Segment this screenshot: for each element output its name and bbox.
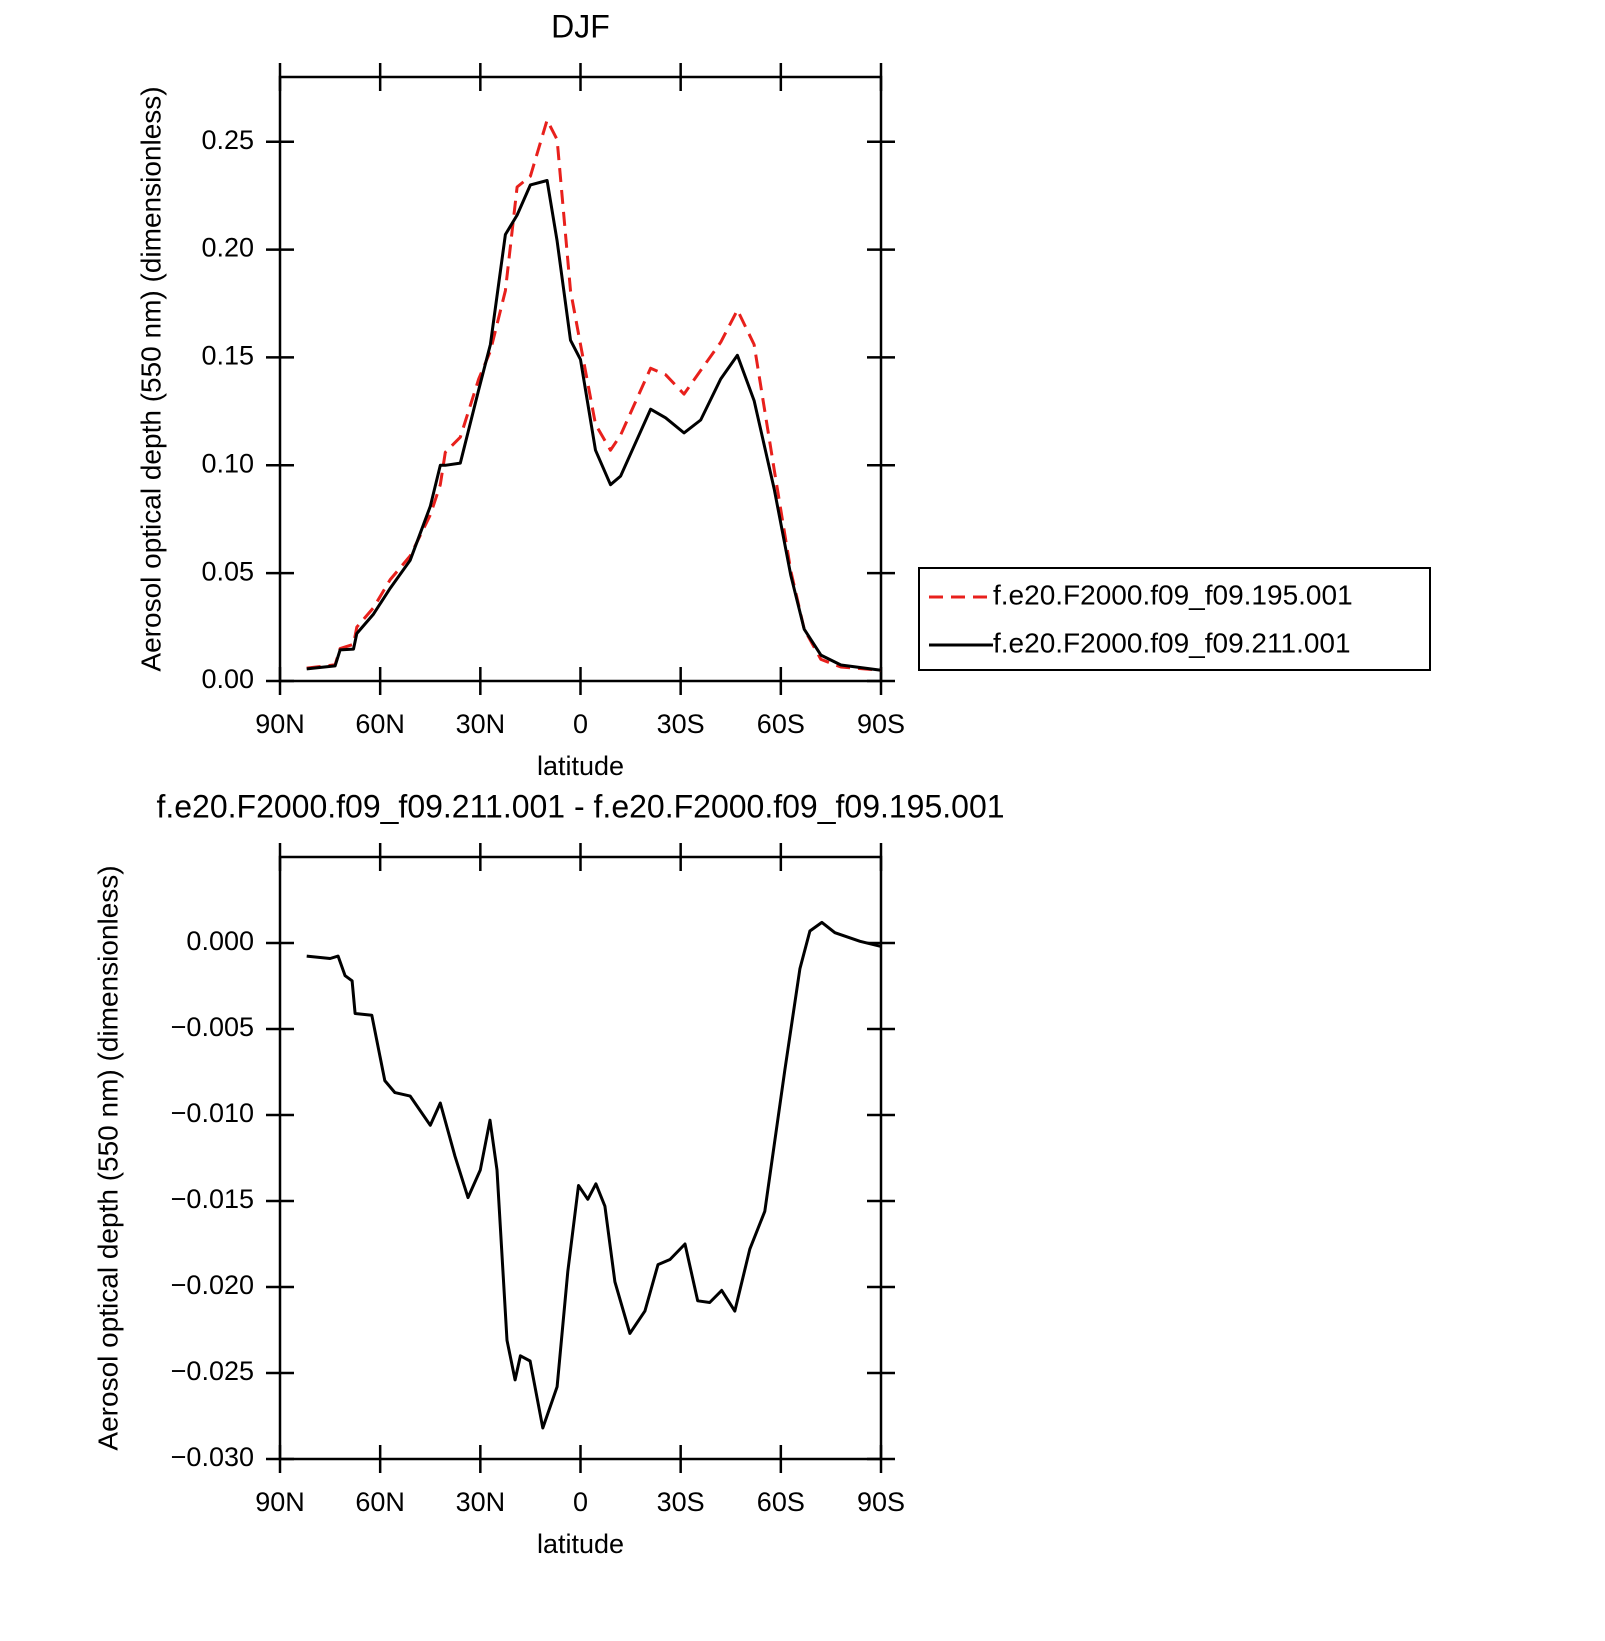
y-tick-label: 0.20 (201, 233, 254, 263)
y-tick-label: 0.00 (201, 664, 254, 694)
x-tick-label: 60N (355, 1487, 405, 1517)
x-tick-label: 0 (573, 1487, 588, 1517)
x-tick-label: 90N (255, 709, 305, 739)
x-tick-label: 30S (657, 709, 705, 739)
chart-title: DJF (551, 8, 610, 44)
x-axis-label: latitude (537, 1529, 624, 1559)
y-tick-label: −0.025 (171, 1356, 254, 1386)
plot-frame (278, 855, 883, 1461)
x-tick-label: 30N (456, 709, 506, 739)
chart-title: f.e20.F2000.f09_f09.211.001 - f.e20.F200… (156, 788, 1004, 824)
plot-frame (278, 75, 883, 683)
x-tick-label: 60S (757, 1487, 805, 1517)
y-tick-label: −0.020 (171, 1270, 254, 1300)
x-tick-label: 0 (573, 709, 588, 739)
y-tick-label: 0.10 (201, 448, 254, 478)
x-tick-label: 30N (456, 1487, 506, 1517)
y-tick-label: −0.030 (171, 1442, 254, 1472)
x-tick-label: 90N (255, 1487, 305, 1517)
y-tick-label: 0.05 (201, 556, 254, 586)
y-axis-label: Aerosol optical depth (550 nm) (dimensio… (135, 86, 166, 671)
y-axis-label: Aerosol optical depth (550 nm) (dimensio… (92, 865, 123, 1450)
x-axis-label: latitude (537, 751, 624, 781)
y-tick-label: 0.25 (201, 125, 254, 155)
data-line (306, 920, 882, 1430)
legend-box (918, 567, 1431, 671)
x-tick-label: 30S (657, 1487, 705, 1517)
legend-label: f.e20.F2000.f09_f09.211.001 (993, 627, 1351, 658)
x-tick-label: 90S (857, 1487, 905, 1517)
y-tick-label: −0.010 (171, 1098, 254, 1128)
x-tick-label: 90S (857, 709, 905, 739)
y-tick-label: 0.000 (186, 926, 254, 956)
x-tick-label: 60N (355, 709, 405, 739)
y-tick-label: −0.015 (171, 1184, 254, 1214)
x-tick-label: 60S (757, 709, 805, 739)
data-line (306, 118, 882, 672)
y-tick-label: −0.005 (171, 1012, 254, 1042)
legend-label: f.e20.F2000.f09_f09.195.001 (993, 579, 1353, 610)
y-tick-label: 0.15 (201, 341, 254, 371)
data-line (306, 179, 882, 672)
